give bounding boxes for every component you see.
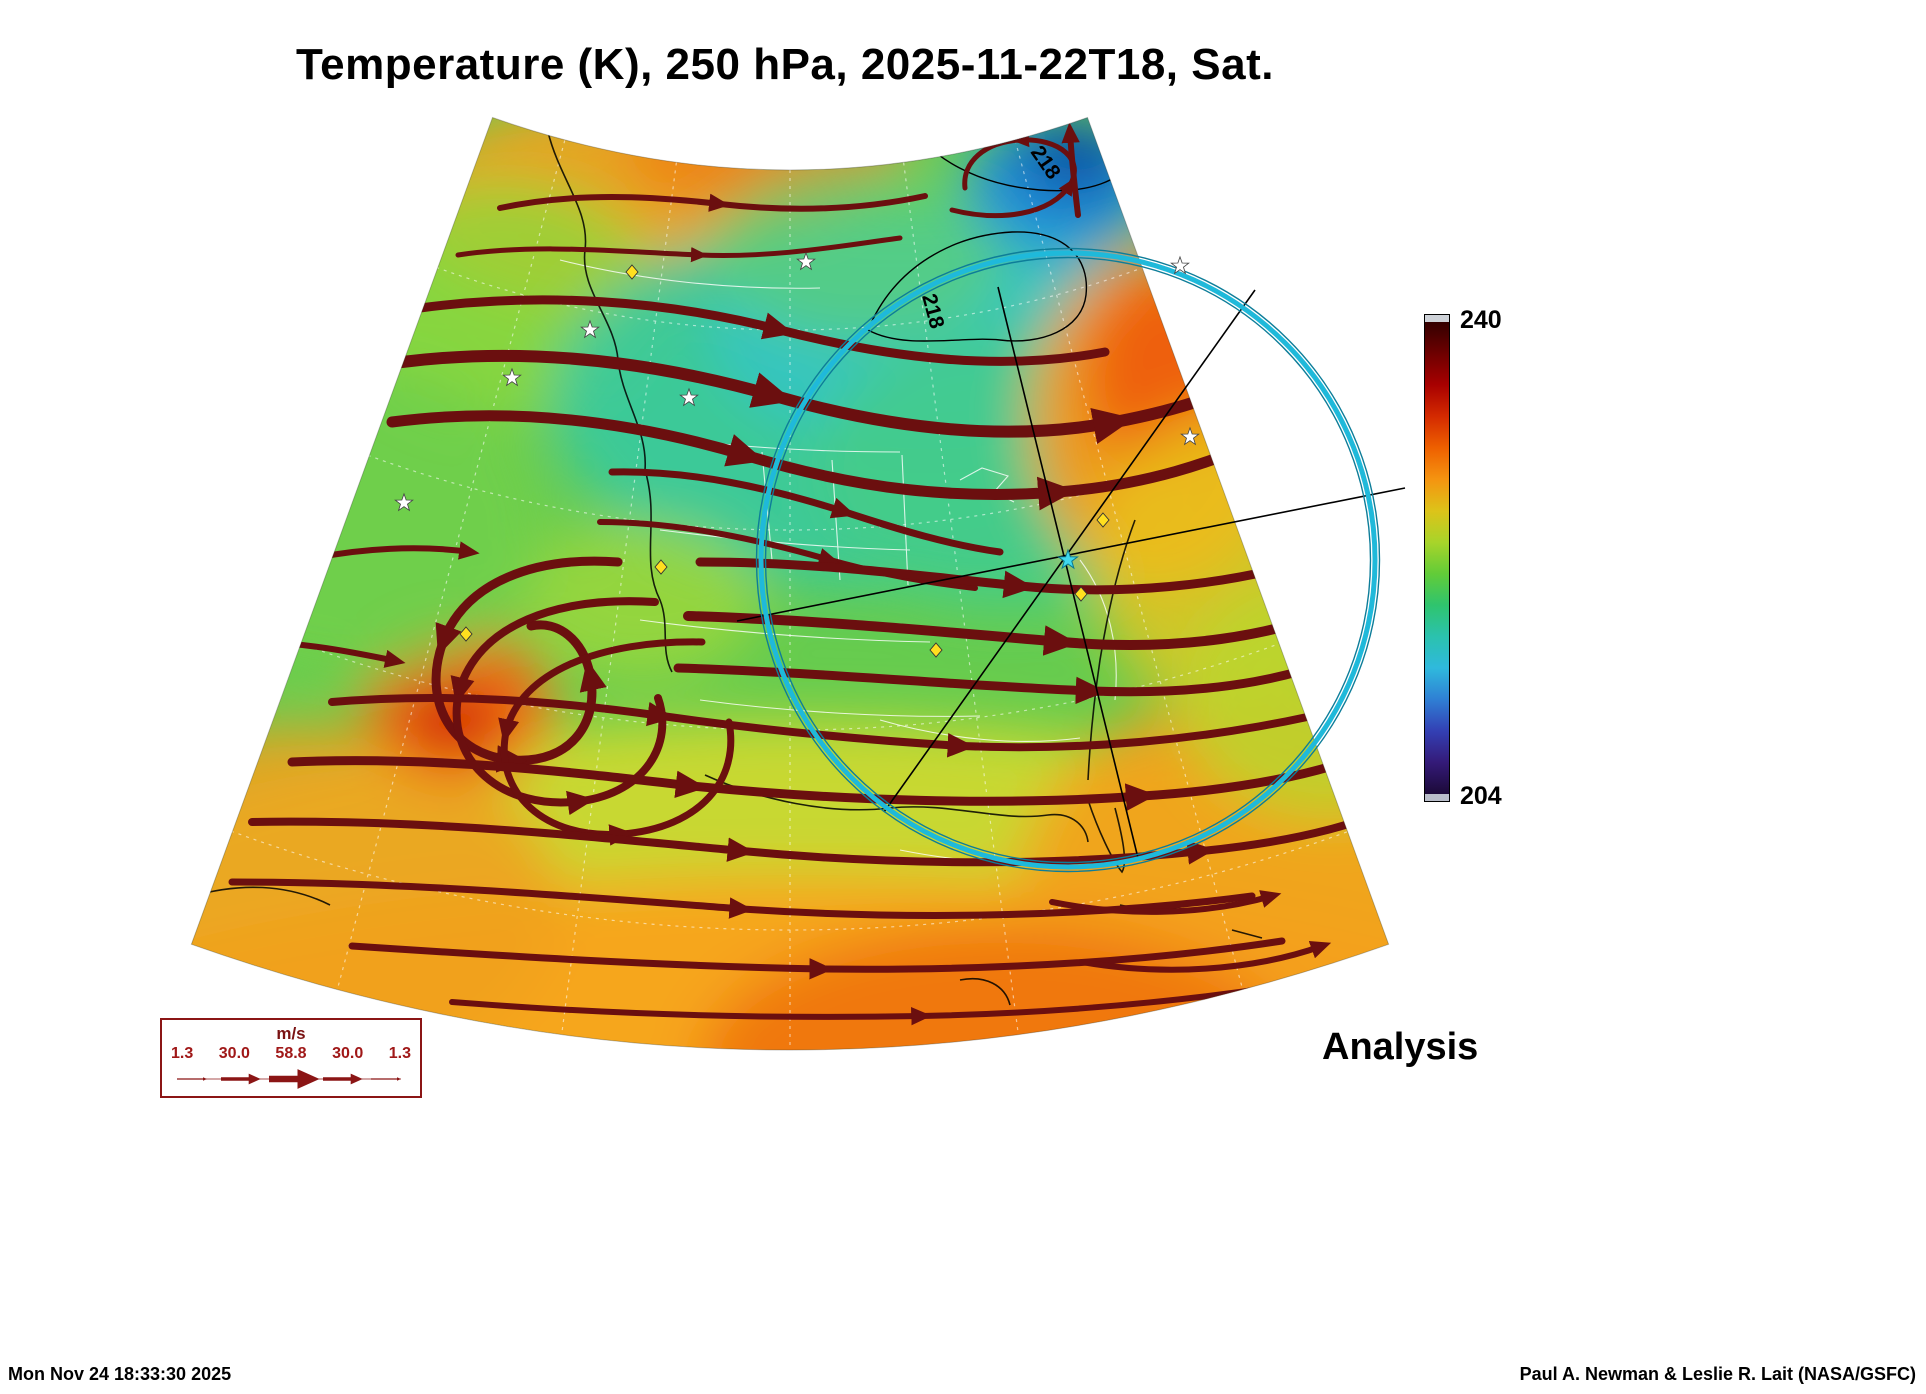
chart-title: Temperature (K), 250 hPa, 2025-11-22T18,… (296, 40, 1274, 89)
temperature-field (191, 117, 1389, 1050)
wind-speed-label: 1.3 (388, 1045, 411, 1062)
generated-timestamp: Mon Nov 24 18:33:30 2025 (8, 1364, 232, 1384)
wind-speed-label: 30.0 (332, 1045, 364, 1062)
wind-speed-label: 30.0 (218, 1045, 250, 1062)
analysis-label: Analysis (1322, 1026, 1479, 1068)
colorbar (1424, 314, 1450, 802)
wind-speed-label: 1.3 (171, 1045, 194, 1062)
range-circle (755, 247, 1381, 873)
cross-section-lines (736, 286, 1406, 859)
credit-text: Paul A. Newman & Leslie R. Lait (NASA/GS… (1519, 1364, 1916, 1384)
wind-speed-label: 58.8 (275, 1045, 307, 1062)
wind-legend-arrows (177, 1069, 401, 1089)
wind-legend-units-label: m/s (276, 1024, 306, 1043)
colorbar-cap-bottom (1425, 794, 1449, 801)
wind-legend-speed-labels: 1.3 30.0 58.8 30.0 1.3 (171, 1045, 411, 1063)
colorbar-min-label: 204 (1460, 782, 1502, 810)
colorbar-cap-top (1425, 315, 1449, 322)
wind-speed-legend: m/s 1.3 30.0 58.8 30.0 1.3 (160, 1018, 422, 1098)
colorbar-gradient (1425, 322, 1449, 794)
map-wedge-outline (190, 116, 1390, 1051)
colorbar-max-label: 240 (1460, 306, 1502, 334)
